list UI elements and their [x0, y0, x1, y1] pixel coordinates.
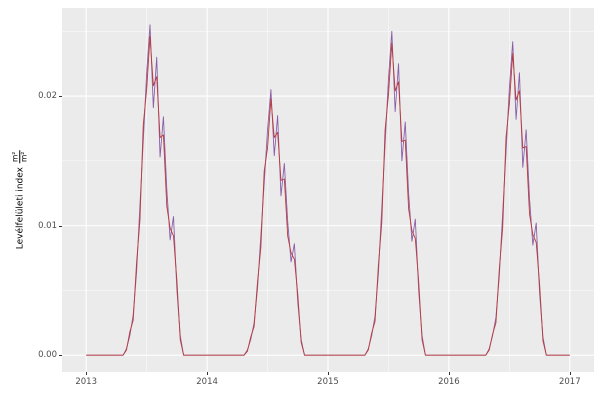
- y-tick-mark: [59, 355, 62, 357]
- x-tick-label: 2016: [438, 377, 460, 387]
- x-tick-mark: [86, 372, 88, 375]
- lai-series-red: [86, 36, 570, 356]
- fraction-denominator: m²: [19, 151, 29, 163]
- y-tick-label: 0.00: [38, 349, 57, 360]
- x-tick-mark: [328, 372, 329, 375]
- x-tick-mark: [569, 372, 571, 375]
- y-tick-mark: [59, 96, 62, 98]
- y-axis-label-text: Levélfelületi index: [15, 167, 25, 250]
- x-tick-label: 2014: [196, 377, 218, 387]
- x-tick-mark: [448, 372, 450, 375]
- x-tick-label: 2015: [317, 377, 339, 387]
- plot-area: [62, 8, 594, 372]
- x-tick-label: 2013: [75, 377, 97, 387]
- y-axis-label-fraction: m² m²: [10, 150, 29, 164]
- y-tick-label: 0.01: [38, 220, 57, 231]
- x-tick-label: 2017: [558, 377, 581, 387]
- chart-panel: [62, 8, 594, 372]
- y-axis-label: Levélfelületi index m² m²: [10, 150, 29, 250]
- y-tick-mark: [59, 225, 62, 227]
- x-tick-mark: [207, 372, 209, 375]
- y-tick-label: 0.02: [38, 90, 57, 101]
